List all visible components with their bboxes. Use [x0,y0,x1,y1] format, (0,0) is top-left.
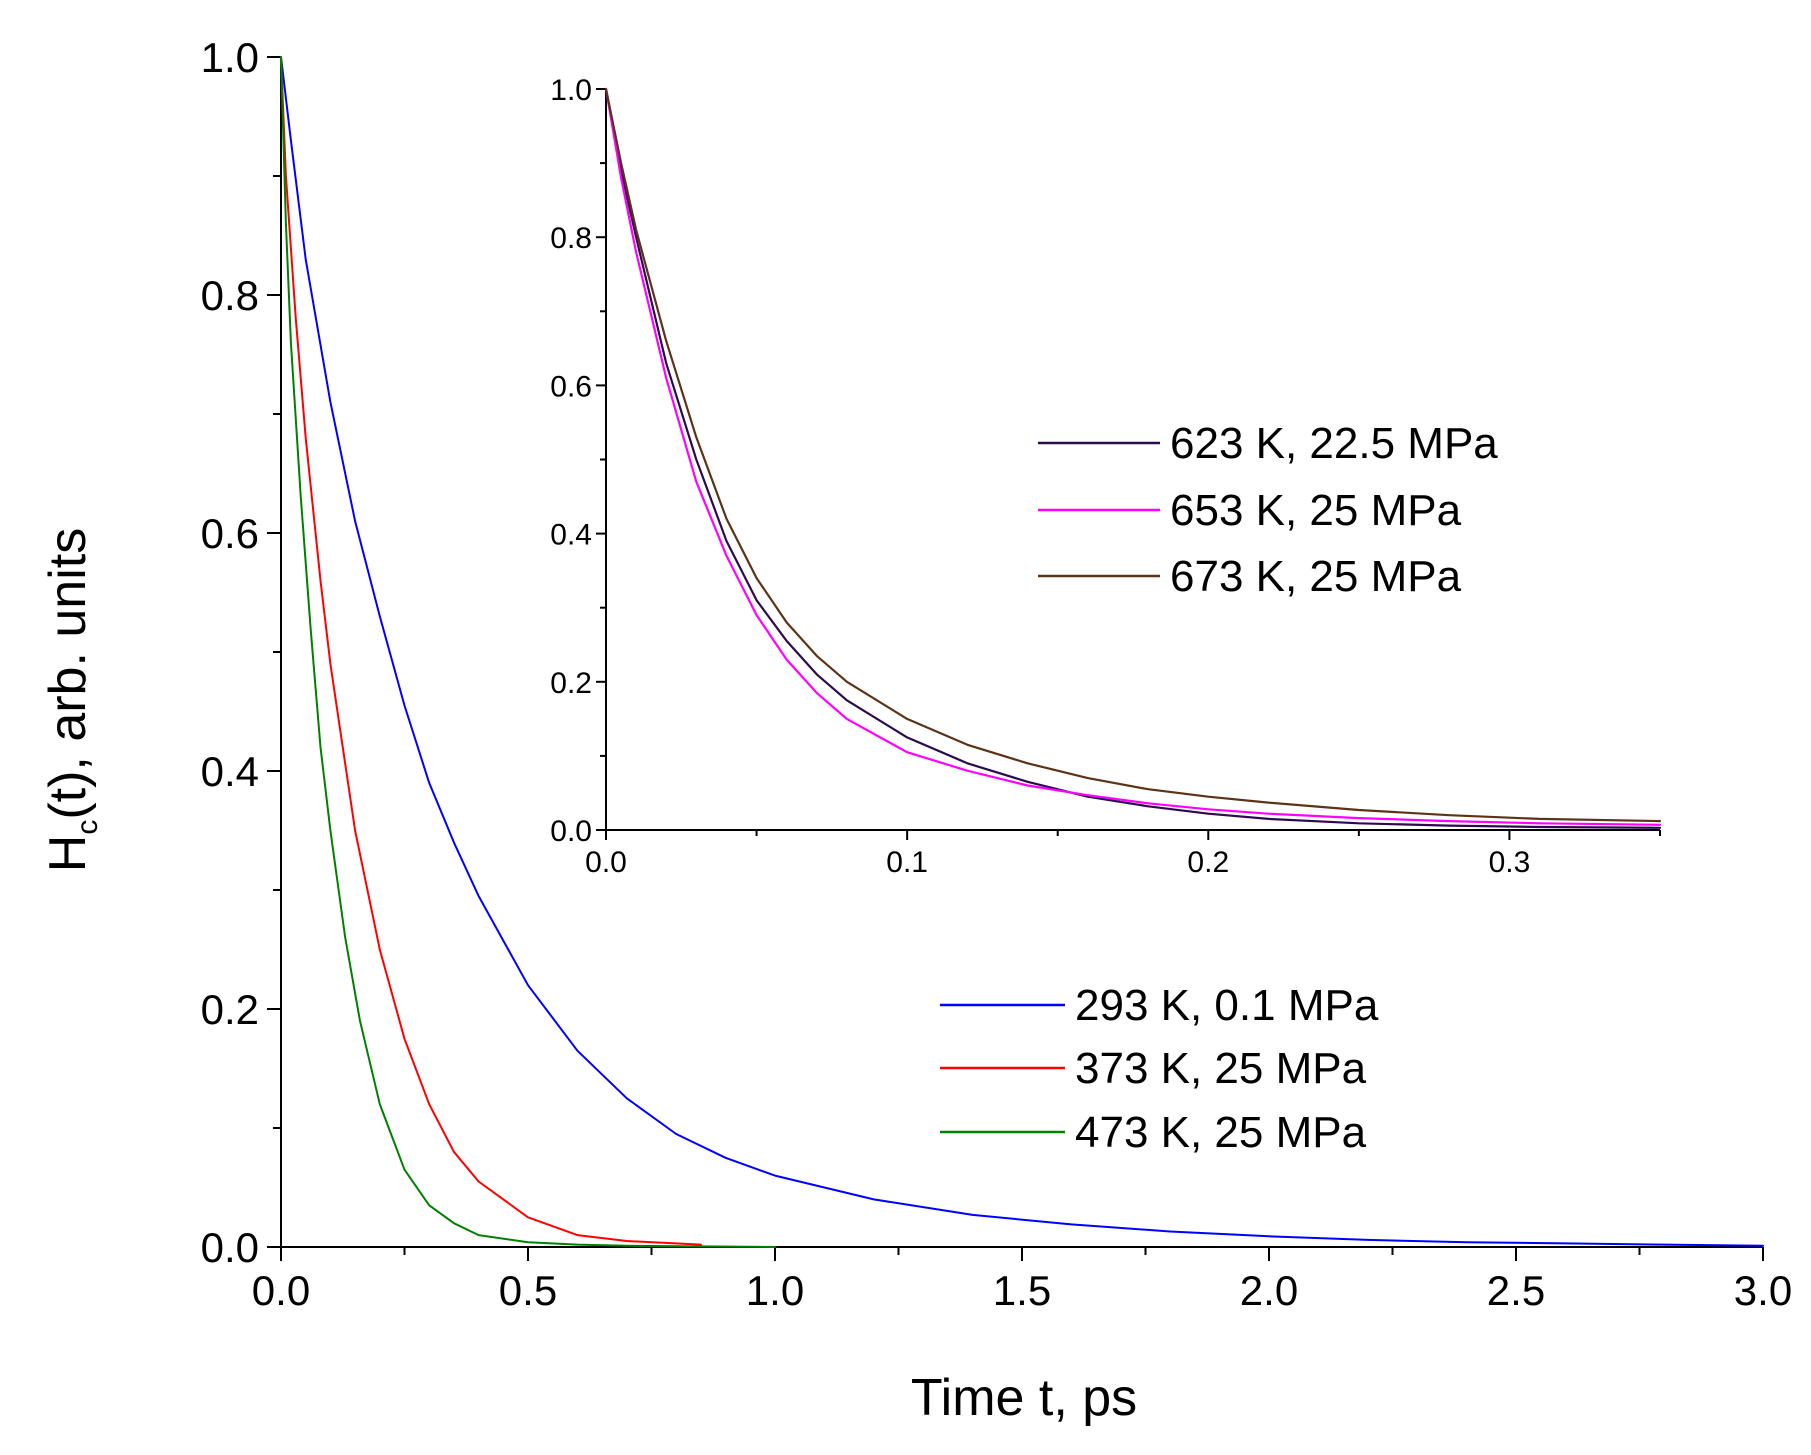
inset-y-tick-label: 1.0 [550,74,592,107]
inset-legend: 623 K, 22.5 MPa 653 K, 25 MPa 673 K, 25 MP… [1038,419,1498,601]
inset-legend-label-1: 623 K, 22.5 MPa [1170,419,1498,468]
main-x-tick-label: 2.0 [1240,1267,1298,1314]
inset-series-line-1 [604,87,1662,829]
inset-y-tick-label: 0.6 [550,370,592,403]
y-axis-label-subscript: c [71,820,104,835]
main-y-tick-label: 0.0 [201,1224,259,1271]
inset-plot: 0.0 0.1 0.2 0.3 0.0 0.2 0.4 0.6 0.8 1.0 623 K, 22… [550,74,1662,879]
inset-axes: 0.0 0.1 0.2 0.3 0.0 0.2 0.4 0.6 0.8 1.0 [550,74,1661,879]
inset-y-tick-label: 0.0 [550,815,592,848]
inset-series-line-3 [604,87,1662,823]
inset-x-tick-label: 0.2 [1187,846,1229,879]
main-y-tick-label: 1.0 [201,34,259,81]
inset-legend-label-2: 653 K, 25 MPa [1170,486,1462,535]
inset-x-tick-label: 0.0 [585,846,627,879]
main-x-tick-label: 2.5 [1487,1267,1545,1314]
inset-series-line-2 [604,87,1662,826]
main-series-line-1 [280,56,1764,1247]
main-series-line-3 [280,56,776,1248]
inset-y-tick-label: 0.8 [550,222,592,255]
main-x-tick-label: 0.0 [252,1267,310,1314]
main-y-tick-label: 0.6 [201,510,259,557]
inset-legend-label-3: 673 K, 25 MPa [1170,552,1462,601]
main-series-line-2 [280,56,702,1246]
inset-x-tick-label: 0.1 [886,846,928,879]
main-legend: 293 K, 0.1 MPa 373 K, 25 MPa 473 K, 25 MPa [940,981,1379,1157]
y-axis-label-rest: (t), arb. units [39,528,97,820]
main-y-tick-label: 0.4 [201,748,259,795]
main-series-group [280,56,1764,1248]
main-legend-label-2: 373 K, 25 MPa [1075,1044,1367,1093]
main-y-tick-label: 0.2 [201,986,259,1033]
main-legend-label-3: 473 K, 25 MPa [1075,1108,1367,1157]
inset-series-group [604,87,1662,829]
main-x-tick-label: 1.0 [746,1267,804,1314]
main-axes: 0.0 0.5 1.0 1.5 2.0 2.5 3.0 0.0 0.2 0.4 0.6 0.8 1.0 [201,34,1793,1314]
x-axis-label: Time t, ps [911,1369,1137,1427]
inset-y-tick-label: 0.4 [550,519,592,552]
inset-y-tick-label: 0.2 [550,667,592,700]
y-axis-label-main: H [39,835,97,873]
main-x-tick-label: 1.5 [993,1267,1051,1314]
main-plot: 0.0 0.5 1.0 1.5 2.0 2.5 3.00.00.20.40.60.81.0 … [39,34,1792,1427]
main-x-tick-label: 3.0 [1734,1267,1792,1314]
y-axis-label: Hc(t), arb. units [39,528,104,872]
main-x-tick-label: 0.5 [499,1267,557,1314]
inset-x-tick-label: 0.3 [1489,846,1531,879]
main-y-tick-label: 0.8 [201,272,259,319]
main-legend-label-1: 293 K, 0.1 MPa [1075,981,1379,1030]
